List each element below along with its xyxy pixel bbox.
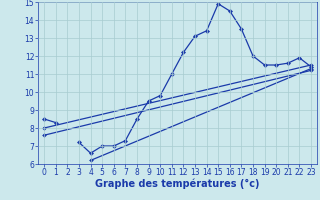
X-axis label: Graphe des températures (°c): Graphe des températures (°c): [95, 179, 260, 189]
